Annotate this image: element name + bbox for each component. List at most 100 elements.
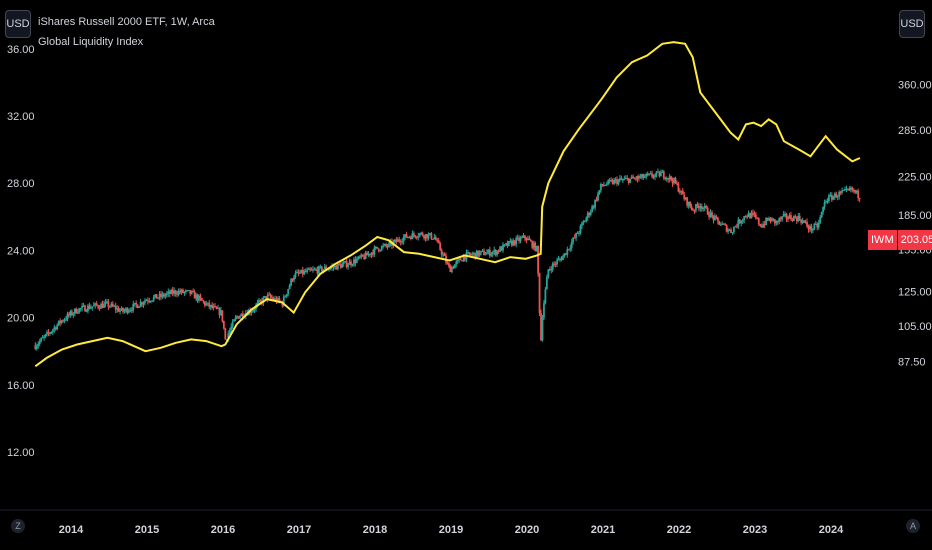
candle bbox=[423, 235, 425, 241]
candle bbox=[350, 259, 352, 268]
candle bbox=[645, 172, 648, 180]
candle bbox=[38, 338, 41, 347]
candle-body bbox=[598, 189, 601, 194]
candle bbox=[480, 250, 482, 256]
candle bbox=[122, 307, 124, 315]
candle bbox=[54, 326, 57, 332]
candle bbox=[803, 219, 805, 224]
candle bbox=[560, 256, 563, 262]
candle-body bbox=[160, 293, 162, 297]
candle-body bbox=[617, 179, 620, 184]
candle-body bbox=[429, 233, 431, 235]
candle-body bbox=[651, 173, 653, 177]
candle-body bbox=[505, 243, 507, 245]
candle-body bbox=[670, 176, 672, 180]
candle bbox=[139, 298, 142, 308]
auto-scale-button[interactable]: A bbox=[906, 519, 920, 533]
candle-body bbox=[59, 320, 62, 324]
candle bbox=[301, 266, 304, 278]
candle bbox=[443, 252, 446, 256]
candle bbox=[429, 233, 431, 236]
candle-body bbox=[312, 269, 314, 271]
candle bbox=[823, 199, 826, 210]
candle bbox=[532, 240, 535, 250]
candle bbox=[95, 300, 98, 307]
candle bbox=[297, 269, 300, 277]
candle bbox=[113, 304, 116, 308]
candle bbox=[559, 257, 561, 263]
candle-body bbox=[126, 308, 129, 313]
candle bbox=[526, 235, 529, 241]
candle-body bbox=[623, 178, 626, 180]
candle-body bbox=[341, 264, 344, 268]
candle bbox=[855, 189, 858, 195]
candle-body bbox=[336, 263, 339, 270]
candle-body bbox=[360, 254, 363, 258]
candle bbox=[858, 197, 861, 203]
candle bbox=[629, 178, 632, 184]
candle-body bbox=[287, 289, 290, 295]
candle-body bbox=[828, 195, 830, 202]
candle bbox=[307, 267, 310, 270]
candle-body bbox=[721, 223, 724, 225]
candle bbox=[851, 186, 854, 193]
legend-indicator[interactable]: Global Liquidity Index bbox=[38, 36, 144, 48]
candle bbox=[792, 215, 795, 222]
candle-body bbox=[733, 226, 735, 232]
right-price-axis[interactable]: 87.50105.00125.00155.00185.00225.00285.0… bbox=[898, 79, 932, 368]
candle-body bbox=[277, 298, 279, 303]
candle-body bbox=[768, 218, 770, 221]
candle-body bbox=[402, 237, 405, 242]
candle-body bbox=[806, 221, 808, 227]
candle-body bbox=[203, 301, 206, 306]
candle-body bbox=[278, 298, 281, 302]
candle-body bbox=[338, 263, 341, 265]
candle bbox=[692, 208, 694, 212]
candle bbox=[214, 303, 216, 308]
candle bbox=[588, 212, 591, 218]
candle bbox=[212, 303, 215, 311]
candle bbox=[619, 174, 621, 183]
candle-body bbox=[73, 308, 76, 314]
candle-body bbox=[458, 258, 461, 260]
left-price-axis[interactable]: 12.00 16.00 20.00 24.00 28.00 32.00 36.00 bbox=[7, 44, 35, 459]
candle bbox=[841, 187, 843, 195]
candle bbox=[177, 288, 180, 297]
scale-mode-left-button[interactable]: Z bbox=[11, 519, 25, 533]
candle-body bbox=[332, 266, 335, 268]
candle-body bbox=[668, 176, 671, 180]
candle-body bbox=[743, 216, 746, 221]
candle bbox=[490, 251, 493, 257]
candle bbox=[141, 301, 143, 307]
candle-body bbox=[120, 307, 123, 311]
candle bbox=[357, 256, 360, 261]
candle-body bbox=[464, 256, 466, 260]
candle bbox=[779, 216, 782, 222]
currency-button-right[interactable]: USD bbox=[899, 10, 925, 38]
candle-body bbox=[114, 306, 117, 310]
candle-body bbox=[434, 237, 437, 241]
candle-body bbox=[616, 179, 618, 184]
candle bbox=[753, 210, 756, 218]
time-axis-tick-label: 2022 bbox=[667, 524, 691, 536]
candle-body bbox=[703, 205, 706, 208]
candle-body bbox=[49, 332, 51, 334]
candle bbox=[557, 255, 560, 261]
candle-body bbox=[671, 179, 674, 184]
candle bbox=[693, 209, 696, 214]
candle-body bbox=[689, 201, 691, 207]
candle bbox=[633, 177, 636, 180]
currency-button-left[interactable]: USD bbox=[5, 10, 31, 38]
candle bbox=[649, 170, 652, 175]
time-axis[interactable]: 2014 2015 2016 2017 2018 2019 2020 2021 2022 2023… bbox=[0, 509, 932, 536]
candle-body bbox=[142, 302, 145, 305]
candle-body bbox=[154, 294, 157, 297]
candle-body bbox=[294, 272, 297, 278]
candle-body bbox=[88, 305, 91, 309]
candle bbox=[126, 307, 129, 315]
legend-symbol[interactable]: iShares Russell 2000 ETF, 1W, Arca bbox=[38, 16, 215, 28]
candle-body bbox=[442, 254, 444, 256]
candle-body bbox=[382, 245, 385, 247]
candle-body bbox=[724, 224, 727, 226]
